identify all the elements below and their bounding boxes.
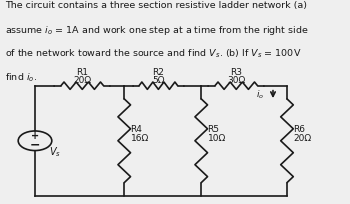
Text: 16Ω: 16Ω: [131, 134, 149, 143]
Text: R5: R5: [208, 125, 219, 134]
Text: R4: R4: [131, 125, 142, 134]
Text: 20Ω: 20Ω: [73, 76, 91, 85]
Text: R6: R6: [293, 125, 305, 134]
Text: 20Ω: 20Ω: [293, 134, 312, 143]
Text: 10Ω: 10Ω: [208, 134, 226, 143]
Text: +: +: [31, 131, 39, 141]
Text: $i_o$: $i_o$: [256, 88, 264, 101]
Text: assume $i_o$ = 1A and work one step at a time from the right side: assume $i_o$ = 1A and work one step at a…: [5, 24, 309, 38]
Text: The circuit contains a three section resistive ladder network (a): The circuit contains a three section res…: [5, 1, 307, 10]
Text: $V_s$: $V_s$: [49, 145, 61, 159]
Text: R1: R1: [76, 68, 88, 77]
Text: of the network toward the source and find $V_s$. (b) If $V_s$ = 100V: of the network toward the source and fin…: [5, 48, 302, 60]
Text: 5Ω: 5Ω: [152, 76, 164, 85]
Text: R2: R2: [152, 68, 164, 77]
Text: R3: R3: [230, 68, 242, 77]
Text: −: −: [30, 139, 40, 152]
Text: find $i_o$.: find $i_o$.: [5, 71, 37, 84]
Text: 30Ω: 30Ω: [227, 76, 245, 85]
